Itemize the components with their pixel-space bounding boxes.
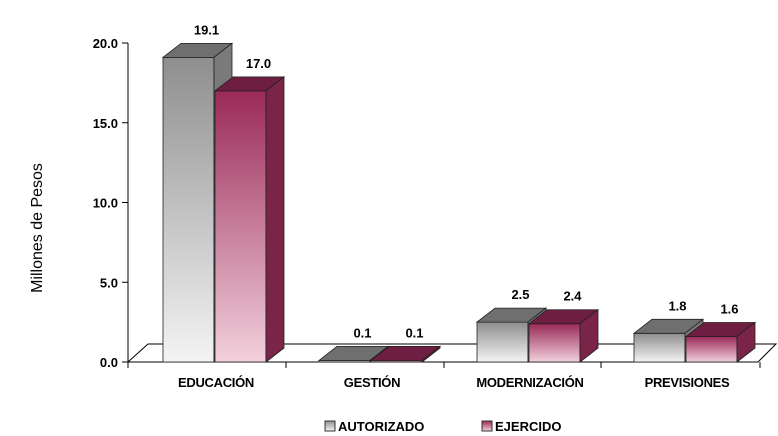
labels-group: 19.1 17.0 EDUCACIÓN 0.1 0.1 GESTIÓN 2.5 2.4 MODE… (178, 22, 739, 390)
bar-ejercido-3 (685, 336, 738, 363)
value-label-autorizado-1: 0.1 (353, 325, 371, 340)
category-label-3: PREVISIONES (645, 375, 730, 390)
category-label-0: EDUCACIÓN (178, 375, 254, 390)
bar-autorizado-3 (633, 332, 686, 363)
value-label-ejercido-1: 0.1 (405, 325, 423, 340)
bar-autorizado-0 (162, 56, 215, 363)
y-tick-label: 15.0 (93, 116, 118, 131)
bar-side-ejercido-2 (579, 308, 599, 363)
value-label-ejercido-0: 17.0 (246, 56, 271, 71)
legend-swatch-ejercido (481, 420, 493, 432)
bars-group (161, 42, 757, 363)
value-label-autorizado-0: 19.1 (194, 22, 219, 37)
y-tick-label: 0.0 (100, 355, 118, 370)
bar-ejercido-0 (214, 90, 267, 363)
value-label-autorizado-3: 1.8 (668, 298, 686, 313)
y-tick-label: 10.0 (93, 196, 118, 211)
value-label-autorizado-2: 2.5 (511, 287, 529, 302)
legend-swatch-autorizado (324, 420, 336, 432)
y-axis-label: Millones de Pesos (29, 163, 46, 293)
y-axis: 0.0 5.0 10.0 15.0 20.0 (93, 36, 129, 370)
value-label-ejercido-3: 1.6 (720, 301, 738, 316)
value-label-ejercido-2: 2.4 (563, 289, 582, 304)
category-label-1: GESTIÓN (344, 375, 400, 390)
bar-ejercido-2 (528, 323, 581, 363)
bar-side-ejercido-0 (265, 76, 285, 363)
category-label-2: MODERNIZACIÓN (476, 375, 583, 390)
y-tick-label: 20.0 (93, 36, 118, 51)
legend-label-ejercido: EJERCIDO (495, 419, 561, 434)
bar-autorizado-2 (476, 321, 529, 363)
legend: AUTORIZADO EJERCIDO (324, 419, 561, 434)
legend-label-autorizado: AUTORIZADO (338, 419, 424, 434)
y-tick-label: 5.0 (100, 275, 118, 290)
bar-side-ejercido-3 (736, 321, 756, 363)
bar-side-ejercido-1 (421, 345, 441, 363)
